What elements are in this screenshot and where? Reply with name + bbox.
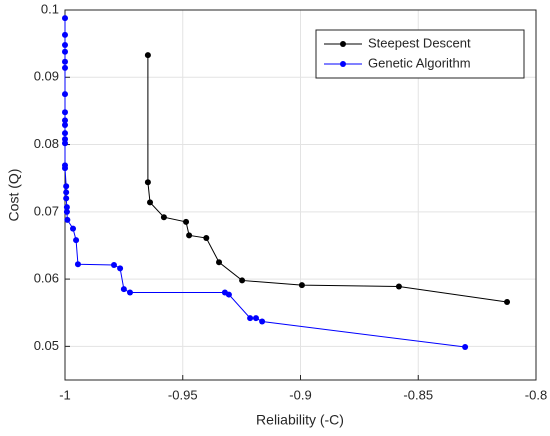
x-tick-label: -0.8 xyxy=(525,387,547,402)
y-axis-label: Cost (Q) xyxy=(6,169,22,222)
y-tick-label: 0.1 xyxy=(41,1,59,16)
data-point xyxy=(62,15,68,22)
data-point xyxy=(183,218,190,225)
data-point xyxy=(63,189,70,196)
data-point xyxy=(62,91,68,98)
data-point xyxy=(74,261,81,268)
data-point xyxy=(73,237,80,244)
data-point xyxy=(62,109,68,116)
data-point xyxy=(62,122,68,129)
data-point xyxy=(62,31,68,38)
data-point xyxy=(110,261,117,268)
legend-marker xyxy=(340,41,346,47)
x-tick-label: -0.9 xyxy=(289,387,311,402)
data-point xyxy=(63,208,70,215)
data-point xyxy=(62,58,68,65)
data-point xyxy=(259,318,266,325)
data-point xyxy=(216,259,223,266)
data-point xyxy=(117,265,124,272)
data-point xyxy=(160,214,167,221)
x-tick-label: -0.95 xyxy=(168,387,198,402)
series-line xyxy=(64,18,466,348)
data-point xyxy=(64,216,71,223)
data-point xyxy=(252,315,259,322)
data-point xyxy=(63,195,70,202)
y-tick-label: 0.06 xyxy=(34,271,59,286)
data-point xyxy=(62,165,68,172)
legend-label: Genetic Algorithm xyxy=(368,55,471,70)
data-point xyxy=(504,298,511,305)
data-point xyxy=(239,277,246,284)
data-point xyxy=(63,183,70,190)
data-point xyxy=(225,291,232,298)
data-point xyxy=(462,344,469,351)
y-tick-label: 0.08 xyxy=(34,136,59,151)
data-point xyxy=(144,179,151,186)
data-point xyxy=(298,282,305,289)
y-tick-label: 0.09 xyxy=(34,69,59,84)
data-point xyxy=(126,289,133,296)
data-point xyxy=(120,286,127,293)
data-point xyxy=(62,117,68,124)
data-point xyxy=(147,199,154,206)
series-line xyxy=(147,55,508,303)
data-point xyxy=(395,283,402,290)
data-point xyxy=(247,315,254,322)
data-point xyxy=(62,130,68,137)
x-tick-label: -1 xyxy=(59,387,71,402)
y-tick-label: 0.07 xyxy=(34,203,59,218)
data-point xyxy=(63,204,70,211)
x-axis-label: Reliability (-C) xyxy=(256,412,344,428)
data-point xyxy=(62,140,68,147)
data-point xyxy=(186,232,193,239)
data-point xyxy=(62,41,68,48)
legend-label: Steepest Descent xyxy=(368,35,471,50)
data-point xyxy=(144,52,151,59)
legend-marker xyxy=(340,61,346,67)
data-point xyxy=(62,64,68,71)
data-point xyxy=(203,235,210,242)
x-tick-label: -0.85 xyxy=(403,387,433,402)
y-tick-label: 0.05 xyxy=(34,338,59,353)
data-point xyxy=(70,225,77,232)
legend-box xyxy=(315,29,525,79)
data-point xyxy=(62,48,68,55)
